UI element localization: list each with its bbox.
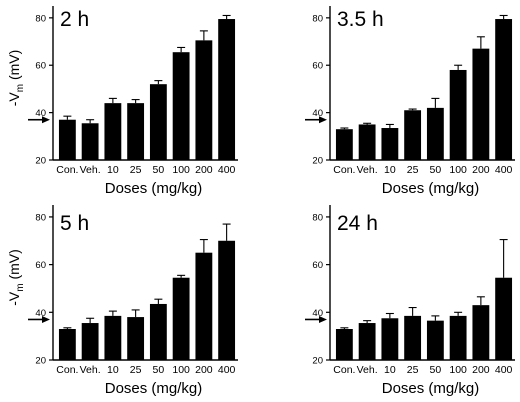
y-tick-label: 20 (312, 356, 323, 367)
x-tick-label: 50 (153, 164, 165, 176)
x-tick-label: Veh. (357, 364, 378, 376)
bar-50 (426, 107, 444, 160)
x-tick-label: 10 (107, 364, 119, 376)
bar-25 (404, 110, 422, 160)
y-tick-label: 60 (312, 260, 323, 271)
bar-100 (172, 277, 190, 360)
bar-Con. (58, 119, 76, 160)
control-arrow-head (319, 315, 327, 323)
bar-200 (195, 40, 213, 160)
x-axis-label: Doses (mg/kg) (382, 380, 480, 397)
bar-25 (127, 317, 145, 360)
chart-title: 2 h (60, 8, 89, 31)
y-axis-label: -Vm (mV) (6, 50, 26, 107)
y-tick-label: 40 (312, 108, 323, 119)
x-tick-label: 25 (407, 364, 419, 376)
x-tick-label: 25 (130, 364, 142, 376)
chart-panel-1: 20 40 60 80 Con. Veh. 10 25 50 100 200 400 Doses (mg… (6, 6, 238, 197)
x-tick-label: 25 (130, 164, 142, 176)
x-tick-label: Con. (56, 364, 78, 376)
bar-Con. (58, 329, 76, 360)
y-axis-label: -Vm (mV) (6, 249, 26, 306)
bar-400 (218, 240, 236, 360)
control-arrow-head (42, 315, 50, 323)
x-tick-label: Con. (333, 164, 355, 176)
y-tick-label: 40 (312, 308, 323, 319)
x-tick-label: 200 (472, 364, 490, 376)
x-tick-label: 200 (195, 164, 213, 176)
bar-100 (449, 315, 467, 360)
y-tick-label: 60 (35, 260, 46, 271)
bar-200 (472, 305, 490, 360)
x-tick-label: Veh. (357, 164, 378, 176)
bar-10 (104, 103, 122, 160)
x-axis-label: Doses (mg/kg) (382, 180, 480, 197)
bar-50 (426, 320, 444, 360)
bar-10 (381, 318, 399, 360)
x-tick-label: 100 (449, 364, 467, 376)
bar-25 (127, 103, 145, 160)
y-tick-label: 80 (35, 212, 46, 223)
x-tick-label: 400 (218, 364, 236, 376)
bar-400 (495, 19, 513, 161)
bar-Veh. (358, 323, 376, 360)
y-tick-label: 40 (35, 108, 46, 119)
bar-50 (149, 84, 167, 160)
y-tick-label: 60 (312, 61, 323, 72)
x-tick-label: Con. (333, 364, 355, 376)
bar-25 (404, 315, 422, 360)
chart-title: 5 h (60, 212, 89, 235)
chart-panel-3: 20 40 60 80 Con. Veh. 10 25 50 100 200 400 Doses (mg… (6, 205, 238, 397)
x-tick-label: 200 (195, 364, 213, 376)
bar-50 (149, 303, 167, 360)
control-arrow-head (42, 116, 50, 124)
chart-title: 3.5 h (337, 8, 384, 31)
y-tick-label: 80 (35, 13, 46, 24)
bar-400 (218, 19, 236, 161)
x-tick-label: 400 (218, 164, 236, 176)
x-tick-label: 10 (384, 364, 396, 376)
x-tick-label: Veh. (80, 164, 101, 176)
bar-200 (195, 252, 213, 360)
chart-title: 24 h (337, 212, 378, 235)
y-tick-label: 20 (312, 156, 323, 167)
x-tick-label: 400 (495, 364, 513, 376)
x-axis-label: Doses (mg/kg) (105, 180, 203, 197)
bar-Veh. (81, 323, 99, 360)
bar-100 (172, 52, 190, 161)
y-tick-label: 20 (35, 356, 46, 367)
x-tick-label: 10 (107, 164, 119, 176)
x-axis-label: Doses (mg/kg) (105, 380, 203, 397)
x-tick-label: 25 (407, 164, 419, 176)
bar-Veh. (358, 124, 376, 160)
y-tick-label: 80 (312, 212, 323, 223)
bar-200 (472, 48, 490, 161)
x-tick-label: 100 (449, 164, 467, 176)
x-tick-label: 100 (172, 364, 190, 376)
x-tick-label: 200 (472, 164, 490, 176)
bar-400 (495, 277, 513, 360)
y-tick-label: 80 (312, 13, 323, 24)
x-tick-label: 100 (172, 164, 190, 176)
x-tick-label: 50 (153, 364, 165, 376)
bar-Veh. (81, 123, 99, 160)
x-tick-label: Veh. (80, 364, 101, 376)
bar-10 (381, 128, 399, 160)
bar-Con. (335, 129, 353, 160)
bar-Con. (335, 329, 353, 360)
chart-panel-2: 20 40 60 80 Con. Veh. 10 25 50 100 200 400 Doses (mg… (305, 6, 515, 197)
x-tick-label: 10 (384, 164, 396, 176)
x-tick-label: 50 (430, 364, 442, 376)
control-arrow-head (319, 116, 327, 124)
y-tick-label: 20 (35, 156, 46, 167)
bar-10 (104, 315, 122, 360)
x-tick-label: Con. (56, 164, 78, 176)
y-tick-label: 40 (35, 308, 46, 319)
x-tick-label: 400 (495, 164, 513, 176)
bar-100 (449, 69, 467, 160)
y-tick-label: 60 (35, 61, 46, 72)
chart-panel-4: 20 40 60 80 Con. Veh. 10 25 50 100 200 400 Doses (mg… (305, 205, 515, 397)
x-tick-label: 50 (430, 164, 442, 176)
